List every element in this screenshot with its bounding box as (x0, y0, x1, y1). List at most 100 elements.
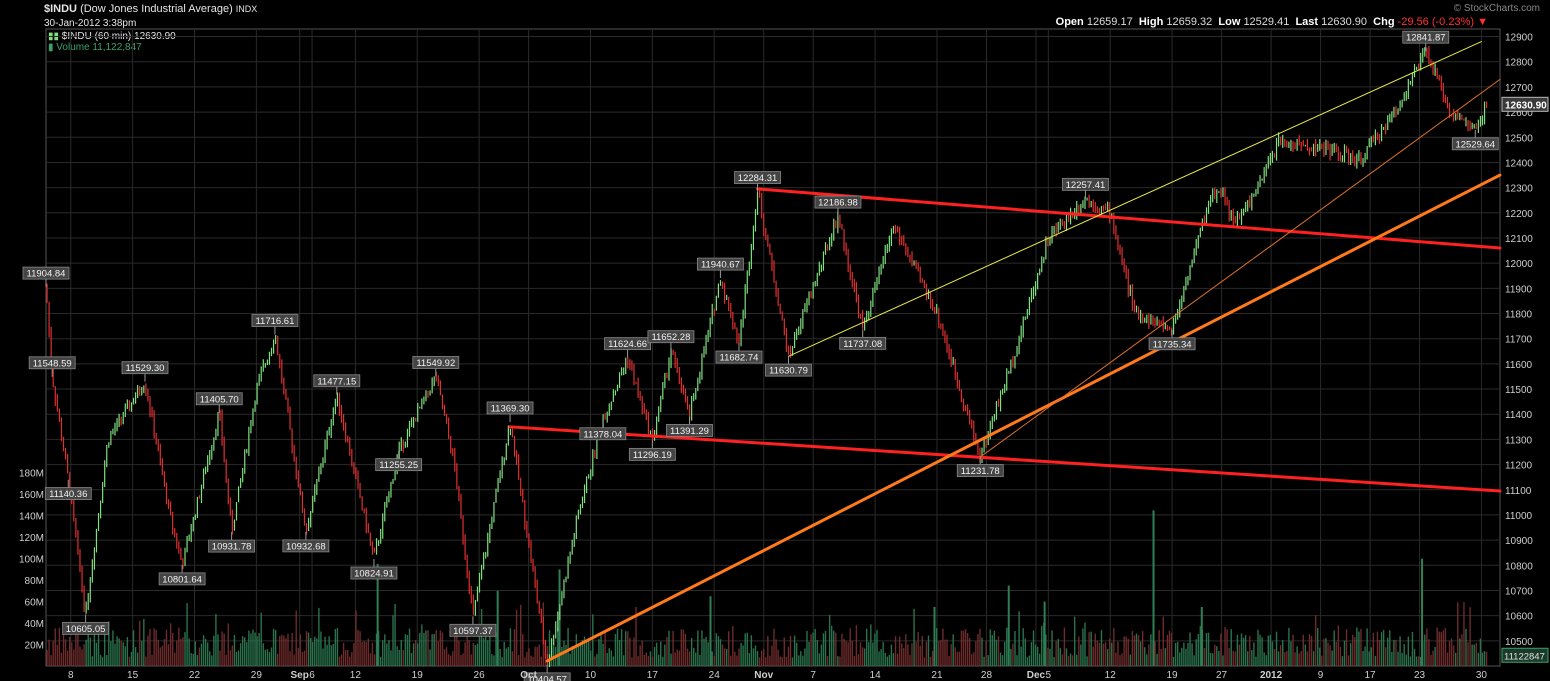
annotation-label: 12284.31 (738, 173, 778, 184)
annotation-label: 11391.29 (670, 426, 709, 437)
price-tick-label: 11600 (1505, 360, 1533, 371)
annotation-label: 11296.19 (633, 450, 672, 461)
trend-line (508, 425, 1502, 493)
annotation-box (313, 374, 361, 388)
time-tick-label: 10 (585, 670, 597, 681)
time-tick-label: 21 (931, 670, 943, 681)
price-tick-label: 12400 (1505, 158, 1533, 169)
annotation-box (62, 621, 109, 635)
volume-tick-label: 180M (19, 469, 44, 480)
grid (45, 28, 1501, 667)
time-tick-label: 5 (1046, 670, 1052, 681)
annotation-label: 11529.30 (126, 363, 165, 374)
volume-tick-label: 160M (19, 490, 44, 501)
annotation-box (486, 401, 534, 415)
symbol: $INDU (44, 3, 78, 15)
last-price-tag (1501, 96, 1549, 112)
trend-line (756, 187, 1502, 250)
volume-tick-label: 120M (19, 533, 44, 544)
trend-line (787, 41, 1482, 357)
price-tick-label: 10600 (1505, 612, 1533, 623)
price-tick-label: 11800 (1505, 310, 1533, 321)
time-tick-label: Dec (1027, 670, 1046, 681)
price-tick-label: 12500 (1505, 133, 1533, 144)
annotation-box (647, 330, 695, 344)
price-tick-label: 12100 (1505, 234, 1533, 245)
annotation-box (282, 539, 330, 553)
annotation-label: 11682.74 (720, 353, 759, 364)
annotation-label: 11716.61 (255, 316, 294, 327)
price-annotations: 11904.84 11548.59 11140.36 10605.05 11529.30… (22, 30, 1499, 681)
low-label: Low (1218, 16, 1241, 28)
annotation-box (121, 361, 169, 375)
time-tick-label: 24 (709, 670, 721, 681)
annotation-label: 10801.64 (162, 574, 202, 585)
time-tick-label: 2012 (1260, 670, 1283, 681)
volume-tick-label: 140M (19, 512, 44, 523)
annotation-box (28, 356, 76, 370)
annotation-label: 11140.36 (49, 489, 87, 500)
time-tick-label: 8 (68, 670, 74, 681)
price-tick-label: 11200 (1505, 461, 1533, 472)
last-label: Last (1295, 16, 1319, 28)
trend-line (545, 173, 1502, 663)
price-tick-label: 11400 (1505, 410, 1533, 421)
annotation-label: 11940.67 (701, 260, 740, 271)
timestamp: 30-Jan-2012 3:38pm (44, 18, 137, 29)
annotation-box (734, 171, 781, 184)
annotation-box (523, 672, 571, 681)
time-tick-label: Nov (754, 670, 773, 681)
annotation-label: 12257.41 (1066, 180, 1106, 191)
last-value: 12630.90 (1321, 16, 1368, 28)
annotation-box (715, 350, 763, 364)
price-tick-label: 11100 (1505, 486, 1532, 497)
stockcharts-logo: © StockCharts.com (1453, 3, 1540, 14)
time-tick-label: Sep (291, 670, 309, 681)
annotation-label: 11369.30 (491, 403, 530, 414)
annotation-label: 12529.64 (1455, 139, 1495, 150)
annotation-label: 11548.59 (33, 358, 72, 369)
price-tick-label: 12200 (1505, 209, 1533, 220)
volume-tick-label: 60M (25, 598, 44, 609)
trend-lines (508, 41, 1502, 663)
annotation-box (350, 566, 398, 580)
annotation-box (158, 572, 206, 586)
time-tick-label: 14 (870, 670, 882, 681)
annotation-label: 11549.92 (416, 358, 455, 369)
chg-value: -29.56 (-0.23%) (1397, 16, 1475, 28)
time-tick-label: 17 (1365, 670, 1377, 681)
annotation-box (412, 356, 460, 369)
price-tick-label: 11300 (1505, 435, 1533, 446)
legend-volume-text: Volume 11,122,847 (56, 42, 142, 53)
annotation-label: 12841.87 (1406, 33, 1446, 44)
annotation-box (579, 427, 627, 441)
annotation-label: 11378.04 (583, 429, 622, 440)
time-tick-label: 9 (1318, 670, 1324, 681)
high-value: 12659.32 (1166, 16, 1213, 28)
annotation-box (449, 623, 497, 637)
annotation-box (666, 424, 713, 437)
annotation-box (22, 266, 70, 280)
quote-bar: Open 12659.17 High 12659.32 Low 12529.41… (1056, 16, 1488, 28)
time-tick-label: 19 (1167, 670, 1179, 681)
price-tick-label: 10800 (1505, 561, 1533, 572)
open-label: Open (1055, 16, 1084, 28)
index-name: (Dow Jones Industrial Average) (80, 3, 233, 15)
time-tick-label: 30 (1476, 670, 1488, 681)
annotation-label: 10932.68 (286, 541, 326, 552)
last-price-text: 12630.90 (1505, 100, 1547, 111)
price-tick-label: 10500 (1505, 637, 1533, 648)
annotation-box (839, 336, 887, 350)
price-tick-label: 12300 (1505, 184, 1533, 195)
annotation-box (814, 195, 862, 209)
price-tick-label: 11700 (1505, 335, 1533, 346)
volume-bars (46, 510, 1488, 666)
time-tick-label: 7 (810, 670, 816, 681)
annotation-label: 11477.15 (317, 376, 356, 387)
axes: 10500 10600 10700 10800 10900 11000 11100 11200… (19, 33, 1549, 681)
volume-tick-label: 20M (25, 641, 44, 652)
annotation-label: 11735.34 (1153, 339, 1192, 350)
annotation-label: 11405.70 (200, 394, 239, 405)
time-tick-label: 19 (412, 670, 424, 681)
